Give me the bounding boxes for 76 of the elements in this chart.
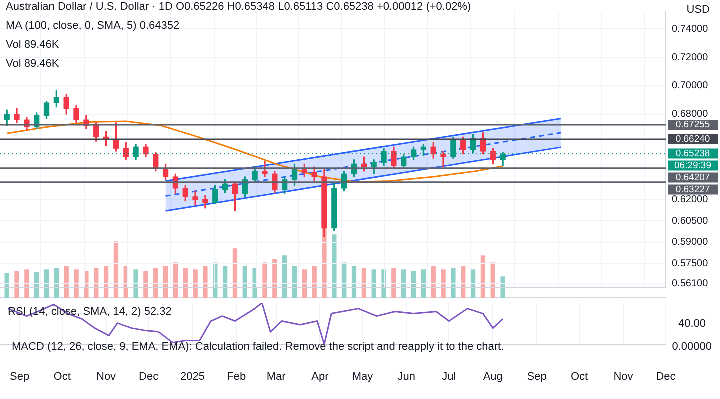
ref-line-label: 0.65238	[676, 148, 710, 160]
ref-line-label: 0.67255	[676, 120, 710, 131]
bar	[134, 270, 138, 298]
bar	[372, 270, 376, 298]
bar	[232, 248, 238, 298]
y-tick-label: 0.57500	[672, 258, 709, 270]
bar	[421, 270, 426, 298]
bar	[411, 271, 416, 298]
bar	[114, 242, 119, 298]
bar	[64, 266, 69, 298]
y-tick-label: 0.70000	[672, 80, 709, 92]
bar	[24, 270, 30, 298]
ref-line-label: 0.64207	[676, 172, 710, 184]
annotation: MACD (12, 26, close, 9, EMA, EMA): Calculation failed. Remove the script and reapply it to the chart.	[12, 341, 504, 354]
x-tick-label: Apr	[312, 371, 330, 384]
x-tick-label: Feb	[227, 371, 246, 384]
annotation: MA (100, close, 0, SMA, 5) 0.64352	[6, 20, 180, 33]
y-tick-label: 0.72000	[672, 52, 709, 64]
bar	[144, 271, 148, 298]
x-tick-label: Nov	[96, 371, 117, 384]
bar	[74, 270, 79, 298]
bar	[163, 266, 168, 298]
candlestick	[202, 195, 208, 209]
y-tick-label: 0.68000	[672, 109, 709, 120]
x-tick-label: Aug	[483, 371, 503, 384]
bar	[292, 266, 298, 298]
x-tick-label: May	[352, 371, 374, 384]
text: 06:29:39	[674, 160, 712, 172]
y-tick-label: 0.59000	[672, 237, 709, 248]
y-axis-title: USD	[686, 4, 710, 17]
bar	[272, 259, 278, 298]
text: 40.00	[678, 318, 706, 331]
x-tick-label: Dec	[139, 371, 160, 384]
bar	[282, 256, 288, 298]
text: 0.00000	[672, 341, 712, 354]
x-tick-label: 2025	[180, 371, 205, 384]
bar	[242, 266, 248, 298]
annotation: Vol 89.46K	[6, 39, 60, 52]
chart-title: Australian Dollar / U.S. Dollar · 1D O0.65226 H0.65348 L0.65113 C0.65238 +0.00012 (+0.02%)	[6, 1, 472, 13]
y-tick-label: 0.60500	[672, 216, 709, 227]
y-tick-label: 0.74000	[672, 24, 709, 35]
bar	[193, 270, 198, 298]
bar	[461, 266, 466, 298]
bar	[312, 266, 317, 298]
y-tick-label: 0.56100	[672, 278, 709, 290]
x-tick-label: Oct	[571, 371, 588, 384]
ref-line-label: 0.66240	[676, 134, 710, 146]
bar	[332, 234, 337, 298]
bar	[104, 266, 109, 298]
annotation: Vol 89.46K	[6, 58, 60, 71]
bar	[431, 266, 436, 298]
x-tick-label: Dec	[656, 371, 676, 384]
ref-line-label: 0.63227	[676, 184, 710, 196]
bar	[262, 262, 268, 298]
bar	[222, 266, 228, 298]
bar	[441, 270, 446, 298]
bar	[480, 256, 486, 298]
x-tick-label: Jun	[398, 371, 416, 384]
x-tick-label: Mar	[266, 371, 286, 384]
bar	[44, 270, 50, 298]
bar	[302, 270, 307, 298]
bar	[451, 268, 456, 298]
bar	[500, 276, 506, 298]
x-tick-label: Sep	[10, 371, 30, 384]
candlestick	[440, 151, 446, 168]
bar	[392, 268, 396, 298]
x-tick-label: Jul	[442, 371, 456, 384]
bar	[14, 271, 20, 298]
bar	[402, 270, 406, 298]
x-tick-label: Oct	[54, 371, 71, 384]
y-tick-label: 0.62000	[672, 194, 709, 206]
bar	[352, 266, 357, 298]
bar	[203, 266, 208, 298]
candlestick	[192, 190, 198, 206]
x-tick-label: Sep	[527, 371, 547, 384]
x-tick-label: Nov	[614, 371, 634, 384]
